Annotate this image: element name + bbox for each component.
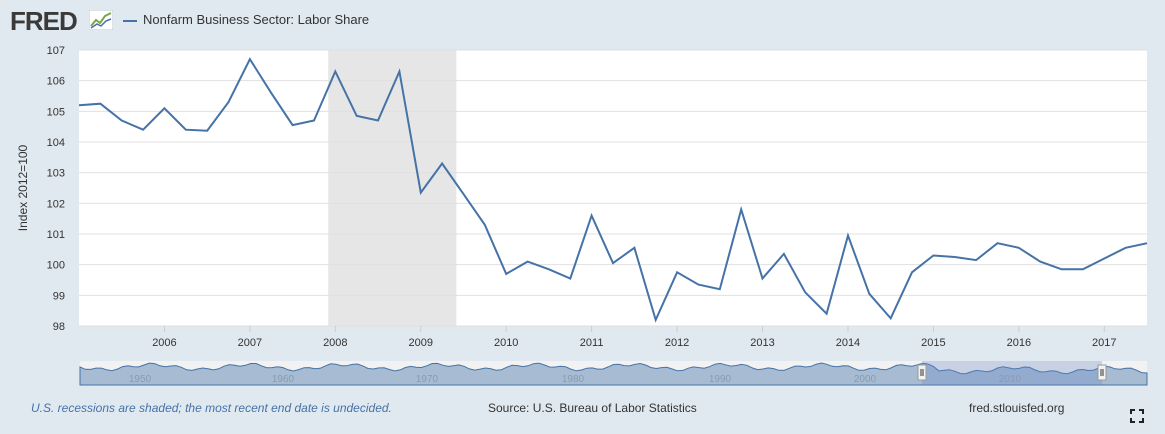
x-tick-label: 2009 [409,337,433,349]
fullscreen-icon[interactable] [1130,409,1144,423]
navigator-year-label: 1950 [129,374,152,385]
y-tick-label: 98 [53,321,65,333]
x-tick-label: 2008 [323,337,347,349]
x-tick-label: 2010 [494,337,518,349]
y-axis-label: Index 2012=100 [16,144,30,231]
legend-swatch [123,20,137,22]
x-tick-label: 2014 [836,337,860,349]
source-text: Source: U.S. Bureau of Labor Statistics [488,401,697,415]
navigator-year-label: 1990 [709,374,732,385]
y-tick-label: 101 [47,229,65,241]
navigator-year-label: 1970 [416,374,439,385]
y-tick-label: 106 [47,76,65,88]
fred-logo[interactable]: FRED [10,6,78,36]
y-tick-label: 103 [47,168,65,180]
recession-band [328,50,457,326]
y-tick-label: 104 [47,137,65,149]
plot-area [79,50,1147,326]
series-line[interactable] [78,57,1148,323]
site-link[interactable]: fred.stlouisfed.org [969,401,1065,415]
navigator-series-area [79,362,1148,386]
recession-note: U.S. recessions are shaded; the most rec… [31,401,392,415]
y-tick-label: 107 [47,45,65,57]
y-tick-label: 102 [47,198,65,210]
x-tick-label: 2012 [665,337,689,349]
fred-logo-graph-icon [89,10,113,30]
navigator-year-label: 2010 [999,374,1022,385]
x-tick-label: 2017 [1092,337,1116,349]
x-tick-label: 2011 [580,337,604,349]
navigator-selection[interactable] [922,361,1102,385]
x-tick-label: 2007 [238,337,262,349]
navigator-year-label: 2000 [854,374,877,385]
x-tick-label: 2006 [152,337,176,349]
navigator-handle[interactable] [917,364,927,381]
x-tick-label: 2013 [750,337,774,349]
navigator-handle[interactable] [1097,364,1107,381]
chart-header: FRED Nonfarm Business Sector: Labor Shar… [0,0,1165,44]
x-tick-label: 2015 [921,337,945,349]
date-range-navigator[interactable]: 1950 1960 1970 1980 1990 2000 2010 [79,361,1148,386]
y-tick-label: 105 [47,106,65,118]
navigator-year-label: 1960 [272,374,295,385]
legend-label[interactable]: Nonfarm Business Sector: Labor Share [143,12,370,27]
navigator-year-label: 1980 [562,374,585,385]
y-tick-label: 100 [47,260,65,272]
y-tick-label: 99 [53,290,65,302]
x-tick-label: 2016 [1007,337,1031,349]
